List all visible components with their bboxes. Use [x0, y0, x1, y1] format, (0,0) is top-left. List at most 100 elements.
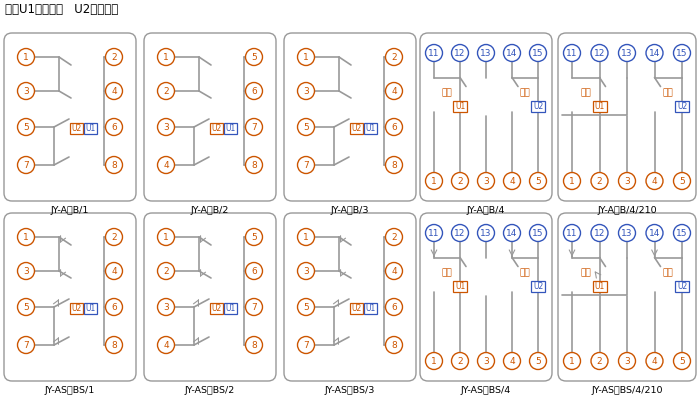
Text: 7: 7	[23, 160, 29, 169]
FancyBboxPatch shape	[70, 123, 83, 134]
Text: 15: 15	[676, 229, 687, 238]
Circle shape	[591, 225, 608, 241]
Text: 3: 3	[23, 86, 29, 95]
Text: 5: 5	[679, 357, 685, 366]
Text: U2: U2	[351, 124, 362, 133]
Circle shape	[529, 225, 547, 241]
Circle shape	[477, 353, 494, 369]
FancyBboxPatch shape	[70, 303, 83, 314]
Text: 3: 3	[163, 303, 169, 312]
Circle shape	[646, 173, 663, 189]
Text: 3: 3	[624, 357, 630, 366]
Text: U1: U1	[85, 304, 96, 313]
Circle shape	[18, 263, 34, 279]
Text: 7: 7	[303, 341, 309, 350]
Circle shape	[158, 263, 174, 279]
Text: 4: 4	[163, 341, 169, 350]
Text: U1: U1	[365, 304, 376, 313]
Circle shape	[452, 353, 468, 369]
Text: 3: 3	[163, 123, 169, 132]
Circle shape	[386, 299, 402, 315]
Circle shape	[106, 299, 122, 315]
FancyBboxPatch shape	[364, 303, 377, 314]
Text: 5: 5	[23, 123, 29, 132]
Circle shape	[452, 225, 468, 241]
Circle shape	[619, 225, 636, 241]
Text: 启动: 启动	[663, 88, 673, 97]
Circle shape	[158, 337, 174, 353]
Text: 2: 2	[391, 52, 397, 61]
Text: 4: 4	[652, 357, 657, 366]
Text: 4: 4	[111, 86, 117, 95]
Text: 8: 8	[251, 160, 257, 169]
Text: U2: U2	[71, 304, 82, 313]
Text: 14: 14	[649, 49, 660, 58]
Text: 2: 2	[111, 52, 117, 61]
Text: 1: 1	[569, 357, 575, 366]
Text: JY-A，B/4/210: JY-A，B/4/210	[597, 206, 657, 215]
Text: U1: U1	[365, 124, 376, 133]
Circle shape	[619, 173, 636, 189]
Circle shape	[646, 225, 663, 241]
Circle shape	[591, 45, 608, 61]
Circle shape	[158, 119, 174, 135]
Circle shape	[673, 353, 690, 369]
Circle shape	[386, 337, 402, 353]
Circle shape	[18, 83, 34, 99]
FancyBboxPatch shape	[558, 33, 696, 201]
Text: 13: 13	[480, 49, 491, 58]
Text: 2: 2	[457, 177, 463, 186]
Text: U1: U1	[594, 282, 605, 291]
Circle shape	[452, 45, 468, 61]
Circle shape	[106, 83, 122, 99]
Circle shape	[158, 229, 174, 245]
Circle shape	[529, 353, 547, 369]
Text: 8: 8	[251, 341, 257, 350]
Text: 11: 11	[566, 229, 578, 238]
Text: 2: 2	[391, 232, 397, 241]
FancyBboxPatch shape	[420, 33, 552, 201]
Circle shape	[477, 45, 494, 61]
Circle shape	[426, 173, 442, 189]
Circle shape	[106, 337, 122, 353]
Text: 12: 12	[454, 49, 466, 58]
Text: 注：U1辅助电源   U2整定电压: 注：U1辅助电源 U2整定电压	[5, 3, 118, 16]
Text: 4: 4	[391, 86, 397, 95]
FancyBboxPatch shape	[284, 213, 416, 381]
Text: U2: U2	[677, 282, 687, 291]
Text: 4: 4	[111, 267, 117, 276]
Text: 2: 2	[457, 357, 463, 366]
Circle shape	[246, 49, 262, 65]
Circle shape	[591, 173, 608, 189]
FancyBboxPatch shape	[210, 123, 223, 134]
Circle shape	[426, 45, 442, 61]
FancyBboxPatch shape	[350, 123, 363, 134]
Circle shape	[619, 353, 636, 369]
Circle shape	[529, 45, 547, 61]
Text: 6: 6	[251, 86, 257, 95]
Text: 15: 15	[532, 229, 544, 238]
Text: U1: U1	[455, 282, 465, 291]
FancyBboxPatch shape	[592, 281, 606, 292]
FancyBboxPatch shape	[420, 213, 552, 381]
Text: 11: 11	[566, 49, 578, 58]
Text: 3: 3	[483, 177, 489, 186]
Circle shape	[503, 225, 521, 241]
Text: 3: 3	[23, 267, 29, 276]
Text: 1: 1	[23, 232, 29, 241]
Circle shape	[564, 225, 580, 241]
FancyBboxPatch shape	[4, 33, 136, 201]
Text: 5: 5	[535, 357, 541, 366]
Text: JY-AS，BS/4/210: JY-AS，BS/4/210	[592, 386, 663, 395]
Text: 7: 7	[23, 341, 29, 350]
Circle shape	[646, 353, 663, 369]
Circle shape	[158, 83, 174, 99]
Circle shape	[386, 263, 402, 279]
Text: 1: 1	[303, 232, 309, 241]
Circle shape	[298, 299, 314, 315]
Text: JY-AS，BS/3: JY-AS，BS/3	[325, 386, 375, 395]
Text: 14: 14	[506, 49, 518, 58]
Circle shape	[591, 353, 608, 369]
Circle shape	[673, 173, 690, 189]
Circle shape	[529, 173, 547, 189]
